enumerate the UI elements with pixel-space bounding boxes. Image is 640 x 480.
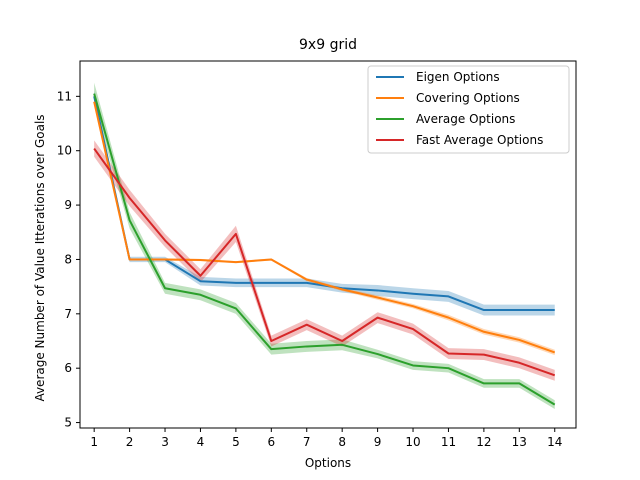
y-tick-label: 7 [64, 307, 72, 321]
x-tick-label: 7 [303, 435, 311, 449]
x-tick-label: 4 [197, 435, 205, 449]
x-tick-label: 8 [338, 435, 346, 449]
series-line-0 [93, 96, 555, 312]
legend: Eigen Options Covering Options Average Opt… [367, 65, 570, 154]
series-line-1 [93, 101, 556, 354]
y-tick-label: 11 [57, 89, 72, 103]
legend-label: Average Options [416, 112, 515, 126]
series-line-3 [93, 147, 556, 377]
x-tick-label: 3 [161, 435, 169, 449]
x-tick-label: 13 [512, 435, 527, 449]
plot-frame [79, 60, 577, 429]
y-tick-label: 8 [64, 252, 72, 266]
x-tick-label: 10 [405, 435, 420, 449]
x-tick-label: 9 [374, 435, 382, 449]
x-tick-label: 12 [476, 435, 491, 449]
y-tick-label: 9 [64, 198, 72, 212]
legend-label: Fast Average Options [416, 133, 543, 147]
legend-label: Covering Options [416, 91, 520, 105]
legend-box [367, 65, 570, 154]
y-tick-label: 10 [57, 144, 72, 158]
x-tick-label: 14 [547, 435, 562, 449]
x-tick-label: 5 [232, 435, 240, 449]
x-tick-label: 1 [90, 435, 98, 449]
series-line-2 [93, 93, 556, 406]
x-tick-label: 6 [267, 435, 275, 449]
chart-title: 9x9 grid [299, 37, 357, 53]
y-tick-label: 6 [64, 361, 72, 375]
series-lines [93, 93, 556, 406]
legend-label: Eigen Options [416, 70, 500, 84]
y-axis-label: Average Number of Value Itterations over… [33, 114, 47, 401]
series-band-2 [94, 82, 555, 409]
x-tick-label: 2 [126, 435, 134, 449]
y-tick-label: 5 [64, 416, 72, 430]
x-axis-label: Options [305, 456, 351, 470]
x-tick-label: 11 [441, 435, 456, 449]
